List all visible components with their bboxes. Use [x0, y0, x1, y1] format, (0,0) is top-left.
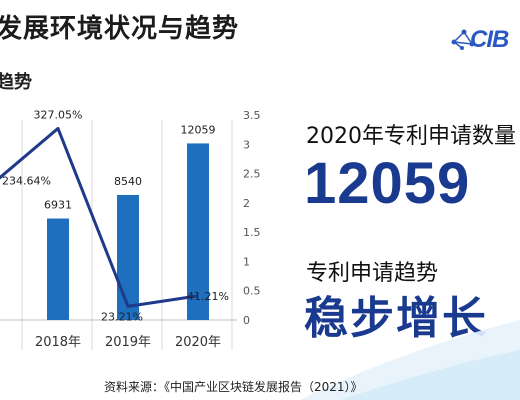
patent-count-label: 2020年专利申请数量 [306, 124, 516, 149]
x-tick-label: 2018年 [35, 335, 81, 350]
chart-subtitle: 趋势 [0, 72, 32, 93]
bar-value-label: 8540 [114, 175, 142, 188]
x-tick-label: 年 [0, 335, 1, 350]
bar-value-label: 6931 [44, 199, 72, 212]
line-value-label: 23.21% [101, 310, 143, 323]
logo-text: CIB [470, 26, 509, 53]
y-right-tick-label: 3.5 [243, 109, 261, 122]
y-right-tick-label: 0.5 [243, 285, 261, 298]
bar-value-label: 12059 [181, 123, 216, 136]
logo-network-icon [451, 29, 475, 50]
patent-chart: 0 0.5 1 1.5 2 2.5 3 3.5 6931 8540 12059 234.64% 327.… [0, 108, 261, 350]
bar [187, 143, 209, 320]
source-note: 资料来源：《中国产业区块链发展报告（2021）》 [104, 380, 363, 394]
bar [47, 218, 69, 320]
page-title: 发展环境状况与趋势 [0, 14, 240, 44]
x-tick-label: 2019年 [105, 335, 151, 350]
bar [117, 194, 139, 320]
x-tick-label: 2020年 [175, 335, 221, 350]
y-right-tick-label: 2.5 [243, 168, 261, 181]
trend-label: 专利申请趋势 [306, 261, 439, 286]
y-right-tick-label: 1.5 [243, 226, 261, 239]
patent-count-value: 12059 [304, 151, 471, 216]
trend-value: 稳步增长 [304, 293, 488, 344]
y-right-tick-label: 0 [243, 314, 250, 327]
y-right-tick-label: 3 [243, 138, 250, 151]
line-value-label: 41.21% [187, 290, 229, 303]
growth-line [0, 126, 199, 308]
line-value-label: 327.05% [34, 108, 83, 121]
y-right-tick-label: 1 [243, 255, 250, 268]
line-value-label: 234.64% [2, 175, 51, 188]
brand-logo: CIB [448, 22, 518, 56]
y-right-tick-label: 2 [243, 197, 250, 210]
decorative-wave [300, 320, 520, 400]
